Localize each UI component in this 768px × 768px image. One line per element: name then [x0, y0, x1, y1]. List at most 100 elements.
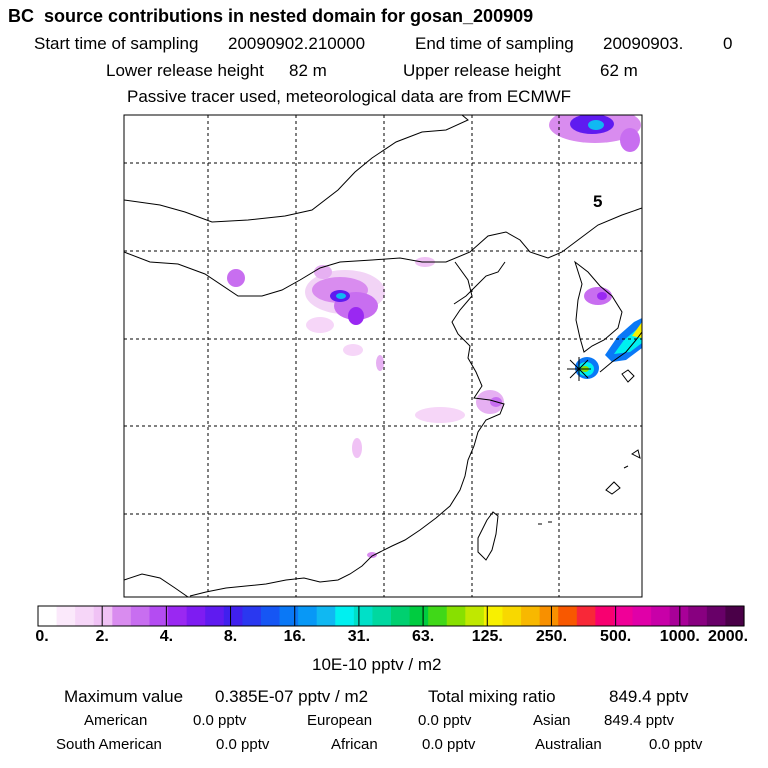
- plume-inland-peak: [336, 293, 346, 299]
- max-value-label: Maximum value: [64, 687, 184, 706]
- plume-north-top-peak: [588, 120, 604, 130]
- colorbar-cell: [465, 606, 485, 626]
- start-time-label: Start time of sampling: [34, 34, 199, 53]
- colorbar-cell: [56, 606, 76, 626]
- colorbar-tick-label: 2000.: [707, 628, 749, 645]
- colorbar-tick-label: 500.: [600, 628, 632, 645]
- colorbar-cell: [298, 606, 318, 626]
- colorbar-cell: [409, 606, 429, 626]
- american-value: 0.0 pptv: [193, 712, 247, 729]
- colorbar-cell: [428, 606, 448, 626]
- concentration-plumes: [227, 115, 642, 558]
- colorbar-tick-label: 63.: [411, 628, 435, 645]
- border-northeast: [124, 207, 642, 297]
- japan-island: [621, 369, 635, 383]
- plume-light-3: [376, 355, 384, 371]
- end-time-value: 20090903.: [603, 34, 684, 53]
- colorbar-cell: [446, 606, 466, 626]
- colorbar-cell: [706, 606, 727, 626]
- colorbar-cell: [335, 606, 355, 626]
- ryukyu-1: [605, 481, 621, 495]
- upper-release-label: Upper release height: [403, 61, 561, 80]
- plot-title: BC source contributions in nested domain…: [8, 6, 534, 26]
- bohai-coast: [453, 261, 506, 305]
- european-value: 0.0 pptv: [418, 712, 472, 729]
- colorbar-cell: [279, 606, 299, 626]
- border-north: [124, 115, 469, 223]
- lat-lon-grid: [124, 115, 642, 597]
- korea-peninsula: [574, 260, 623, 353]
- plume-light-4: [415, 407, 465, 423]
- colorbar-cell: [223, 606, 243, 626]
- colorbar-cell: [669, 606, 689, 626]
- colorbar-cell: [372, 606, 392, 626]
- colorbar-cell: [130, 606, 151, 626]
- taiwan: [477, 511, 499, 561]
- plume-japan-peak: [632, 322, 642, 338]
- australian-label: Australian: [535, 736, 602, 753]
- contour-label: 5: [593, 192, 602, 211]
- colorbar-cell: [502, 606, 522, 626]
- colorbar-cell: [576, 606, 596, 626]
- border-southwest: [124, 573, 189, 597]
- colorbar-tick-label: 125.: [471, 628, 503, 645]
- colorbar-tick-label: 1000.: [659, 628, 700, 645]
- map-background: [124, 115, 642, 597]
- south-american-value: 0.0 pptv: [216, 736, 270, 753]
- colorbar-tick-label: 31.: [347, 628, 371, 645]
- colorbar: [38, 606, 745, 626]
- colorbar-cell: [353, 606, 374, 626]
- tracer-note: Passive tracer used, meteorological data…: [127, 87, 572, 106]
- colorbar-cell: [632, 606, 652, 626]
- african-value: 0.0 pptv: [422, 736, 476, 753]
- lower-release-value: 82 m: [289, 61, 327, 80]
- japan-kyushu: [599, 331, 642, 373]
- australian-value: 0.0 pptv: [649, 736, 703, 753]
- coastlines: [124, 115, 642, 597]
- lower-release-label: Lower release height: [106, 61, 264, 80]
- start-time-value: 20090902.210000: [228, 34, 366, 53]
- plume-japan-outer: [605, 318, 642, 362]
- colorbar-cell: [186, 606, 206, 626]
- plume-light-1: [306, 317, 334, 333]
- plume-light-2: [343, 344, 363, 356]
- upper-release-value: 62 m: [600, 61, 638, 80]
- colorbar-cell: [483, 606, 504, 626]
- total-mixing-label: Total mixing ratio: [428, 687, 556, 706]
- colorbar-tick-label: 16.: [283, 628, 306, 645]
- plume-inland-core2: [348, 307, 364, 325]
- map-frame: [123, 114, 643, 598]
- asian-label: Asian: [533, 712, 571, 729]
- colorbar-tick-label: 2.: [95, 628, 109, 645]
- colorbar-cell: [205, 606, 225, 626]
- colorbar-cell: [539, 606, 559, 626]
- colorbar-cell: [260, 606, 281, 626]
- china-east-coast: [189, 261, 505, 597]
- south-american-label: South American: [56, 736, 162, 753]
- ryukyu-2: [631, 449, 641, 459]
- colorbar-cell: [688, 606, 708, 626]
- end-time-extra: 0: [723, 34, 733, 53]
- colorbar-cell: [38, 606, 58, 626]
- colorbar-cell: [521, 606, 541, 626]
- colorbar-cell: [316, 606, 336, 626]
- colorbar-frame: [37, 605, 745, 627]
- end-time-label: End time of sampling: [415, 34, 574, 53]
- colorbar-cell: [75, 606, 95, 626]
- colorbar-tick-label: 8.: [223, 628, 238, 645]
- colorbar-tick-label: 0.: [35, 628, 49, 645]
- colorbar-cell: [93, 606, 113, 626]
- asian-value: 849.4 pptv: [604, 712, 675, 729]
- plume-south-spot: [367, 552, 377, 558]
- american-label: American: [84, 712, 148, 729]
- receptor-star-icon: [567, 357, 591, 381]
- colorbar-tick-label: 4.: [159, 628, 174, 645]
- colorbar-cell: [613, 606, 634, 626]
- colorbar-cell: [168, 606, 188, 626]
- colorbar-cell: [391, 606, 411, 626]
- colorbar-cell: [558, 606, 578, 626]
- total-mixing-value: 849.4 pptv: [609, 687, 689, 706]
- max-value: 0.385E-07 pptv / m2: [215, 687, 369, 706]
- islet-3: [623, 465, 629, 469]
